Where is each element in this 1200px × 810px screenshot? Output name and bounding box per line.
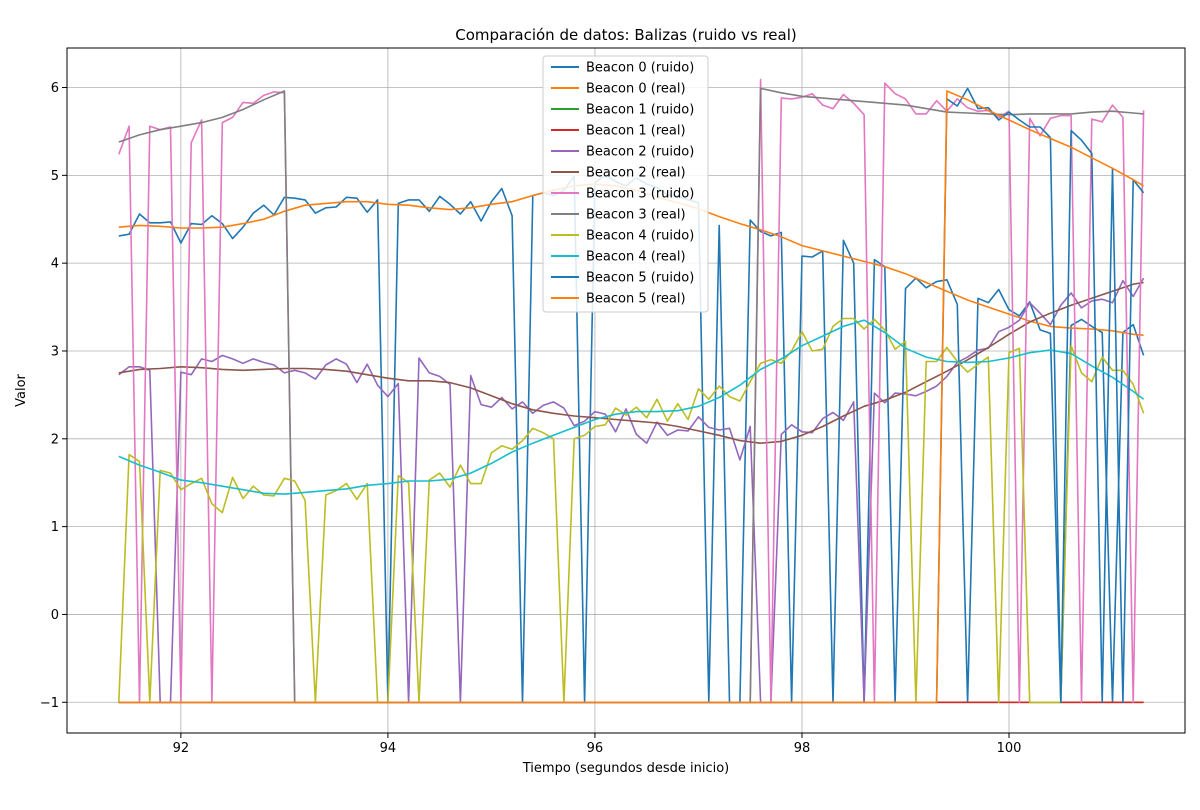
legend-label: Beacon 0 (ruido) — [586, 61, 694, 76]
x-tick-label: 96 — [587, 741, 604, 756]
y-tick-label: 0 — [51, 608, 59, 623]
legend-label: Beacon 4 (ruido) — [586, 229, 694, 244]
y-tick-label: 3 — [51, 344, 59, 359]
legend-label: Beacon 0 (real) — [586, 82, 686, 97]
y-tick-label: 1 — [51, 520, 59, 535]
axes-frame — [66, 47, 1186, 734]
legend-label: Beacon 3 (real) — [586, 208, 686, 223]
legend-label: Beacon 1 (real) — [586, 124, 686, 139]
y-tick-label: 4 — [51, 257, 59, 272]
legend-label: Beacon 5 (real) — [586, 292, 686, 307]
legend-label: Beacon 3 (ruido) — [586, 187, 694, 202]
x-tick-label: 92 — [173, 741, 190, 756]
y-tick-label: 2 — [51, 432, 59, 447]
legend-box — [542, 55, 709, 313]
legend-label: Beacon 2 (real) — [586, 166, 686, 181]
series-line-8 — [118, 317, 1145, 704]
x-axis-label: Tiempo (segundos desde inicio) — [522, 761, 730, 776]
series-line-6 — [118, 78, 1145, 704]
legend-label: Beacon 4 (real) — [586, 250, 686, 265]
axis-ticks: 92 94 96 98 100 −1 0 1 2 3 4 5 6 — [40, 81, 1022, 756]
series-line-11 — [118, 90, 1145, 704]
legend-label: Beacon 2 (ruido) — [586, 145, 694, 160]
x-tick-label: 98 — [794, 741, 811, 756]
chart-title: Comparación de datos: Balizas (ruido vs … — [455, 26, 797, 44]
y-tick-label: 5 — [51, 169, 59, 184]
y-tick-label: −1 — [40, 696, 59, 711]
x-tick-label: 100 — [997, 741, 1022, 756]
series-line-5 — [118, 281, 1144, 445]
legend-label: Beacon 5 (ruido) — [586, 271, 694, 286]
y-axis-label: Valor — [14, 373, 29, 406]
legend: Beacon 0 (ruido) Beacon 0 (real) Beacon 1 … — [542, 55, 709, 313]
y-tick-label: 6 — [51, 81, 59, 96]
x-tick-label: 94 — [380, 741, 397, 756]
series-line-7 — [118, 87, 1144, 704]
legend-label: Beacon 1 (ruido) — [586, 103, 694, 118]
series-line-9 — [118, 319, 1145, 495]
